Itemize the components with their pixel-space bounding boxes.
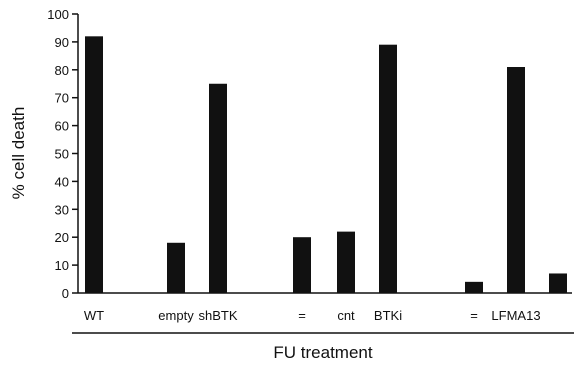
y-tick-label: 80 xyxy=(55,63,69,78)
x-category-label: BTKi xyxy=(374,308,402,323)
bar xyxy=(293,237,311,293)
x-category-label: cnt xyxy=(337,308,355,323)
y-tick-label: 90 xyxy=(55,35,69,50)
x-category-label: shBTK xyxy=(198,308,237,323)
x-category-label: = xyxy=(298,308,306,323)
x-category-label: empty xyxy=(158,308,194,323)
y-tick-label: 100 xyxy=(47,7,69,22)
y-tick-label: 50 xyxy=(55,147,69,162)
y-axis-title: % cell death xyxy=(9,107,28,200)
bar xyxy=(209,84,227,293)
y-tick-label: 60 xyxy=(55,119,69,134)
bar xyxy=(337,232,355,293)
bar xyxy=(379,45,397,293)
x-category-label: LFMA13 xyxy=(491,308,540,323)
y-tick-label: 30 xyxy=(55,202,69,217)
y-tick-label: 20 xyxy=(55,230,69,245)
y-tick-label: 0 xyxy=(62,286,69,301)
x-axis-title: FU treatment xyxy=(273,343,372,362)
x-category-label: = xyxy=(470,308,478,323)
y-axis: 0 10 20 30 40 50 60 70 80 90 100 xyxy=(47,7,78,301)
bar xyxy=(167,243,185,293)
bar xyxy=(85,36,103,293)
bar xyxy=(549,273,567,293)
y-tick-label: 10 xyxy=(55,258,69,273)
y-tick-label: 70 xyxy=(55,91,69,106)
x-category-label: WT xyxy=(84,308,104,323)
y-tick-label: 40 xyxy=(55,174,69,189)
bar xyxy=(465,282,483,293)
bar xyxy=(507,67,525,293)
